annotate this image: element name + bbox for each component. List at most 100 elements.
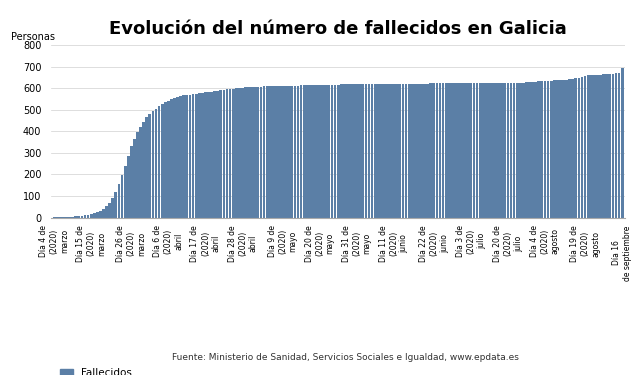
Bar xyxy=(433,83,435,218)
Bar xyxy=(355,84,358,218)
Bar xyxy=(201,93,204,218)
Bar xyxy=(362,84,364,218)
Bar xyxy=(343,84,346,218)
Bar xyxy=(322,85,324,218)
Bar xyxy=(602,74,605,217)
Bar xyxy=(232,88,235,218)
Bar xyxy=(152,111,154,218)
Bar xyxy=(96,212,99,217)
Title: Evolución del número de fallecidos en Galicia: Evolución del número de fallecidos en Ga… xyxy=(109,20,567,38)
Bar xyxy=(90,214,93,217)
Bar xyxy=(226,89,228,218)
Bar xyxy=(312,85,315,218)
Bar xyxy=(102,209,105,218)
Legend: Fallecidos: Fallecidos xyxy=(56,364,137,375)
Bar xyxy=(596,75,599,217)
Bar xyxy=(318,85,321,218)
Bar xyxy=(158,106,161,218)
Bar xyxy=(399,84,401,218)
Bar xyxy=(263,86,265,218)
Bar xyxy=(309,85,312,218)
Bar xyxy=(117,184,121,218)
Bar xyxy=(528,82,531,218)
Bar xyxy=(401,84,404,218)
Bar xyxy=(429,83,432,218)
Bar xyxy=(494,83,497,218)
Bar xyxy=(244,87,247,218)
Bar xyxy=(352,84,355,218)
Bar xyxy=(272,86,275,218)
Bar xyxy=(189,94,191,218)
Bar xyxy=(451,83,454,218)
Bar xyxy=(386,84,389,218)
Bar xyxy=(213,91,216,218)
Bar xyxy=(124,166,126,218)
Bar xyxy=(460,83,463,218)
Bar xyxy=(544,81,546,218)
Bar xyxy=(599,75,602,217)
Bar xyxy=(389,84,392,218)
Bar xyxy=(618,73,620,217)
Bar xyxy=(281,86,284,218)
Bar xyxy=(420,84,423,218)
Bar xyxy=(503,83,506,218)
Bar xyxy=(488,83,491,218)
Bar xyxy=(228,89,232,218)
Bar xyxy=(605,74,608,217)
Bar xyxy=(290,86,293,218)
Bar xyxy=(507,83,509,218)
Bar xyxy=(142,122,145,218)
Bar xyxy=(476,83,478,218)
Bar xyxy=(553,80,556,218)
Bar xyxy=(473,83,475,218)
Bar xyxy=(182,96,185,218)
Bar xyxy=(108,203,111,217)
Bar xyxy=(522,82,525,218)
Bar xyxy=(216,91,219,218)
Bar xyxy=(191,94,195,218)
Bar xyxy=(485,83,487,218)
Bar xyxy=(367,84,371,218)
Bar xyxy=(327,85,330,218)
Bar xyxy=(154,109,158,217)
Bar xyxy=(136,132,139,218)
Bar xyxy=(584,76,586,217)
Bar xyxy=(510,83,512,218)
Bar xyxy=(396,84,398,218)
Bar xyxy=(112,198,114,217)
Bar xyxy=(330,85,333,218)
Bar xyxy=(614,74,618,217)
Bar xyxy=(439,83,441,218)
Bar xyxy=(590,75,593,217)
Bar xyxy=(457,83,460,218)
Bar xyxy=(531,82,534,218)
Bar xyxy=(436,83,438,218)
Bar xyxy=(572,79,574,218)
Bar xyxy=(593,75,596,217)
Bar xyxy=(173,98,176,218)
Bar xyxy=(404,84,408,218)
Bar xyxy=(167,100,170,218)
Bar xyxy=(423,84,426,218)
Bar xyxy=(241,88,244,218)
Bar xyxy=(260,87,262,218)
Bar xyxy=(287,86,290,218)
Bar xyxy=(130,146,133,218)
Text: Personas: Personas xyxy=(11,32,55,42)
Bar xyxy=(195,94,198,218)
Bar xyxy=(266,86,269,218)
Bar xyxy=(537,81,540,218)
Bar xyxy=(210,92,213,218)
Bar xyxy=(441,83,445,218)
Bar xyxy=(269,86,272,218)
Bar xyxy=(250,87,253,218)
Bar xyxy=(87,215,89,217)
Bar xyxy=(256,87,259,218)
Bar xyxy=(525,82,528,218)
Bar xyxy=(346,84,349,218)
Bar xyxy=(93,213,96,217)
Bar xyxy=(337,85,339,218)
Bar xyxy=(340,84,343,218)
Bar xyxy=(334,85,336,218)
Bar xyxy=(149,114,151,218)
